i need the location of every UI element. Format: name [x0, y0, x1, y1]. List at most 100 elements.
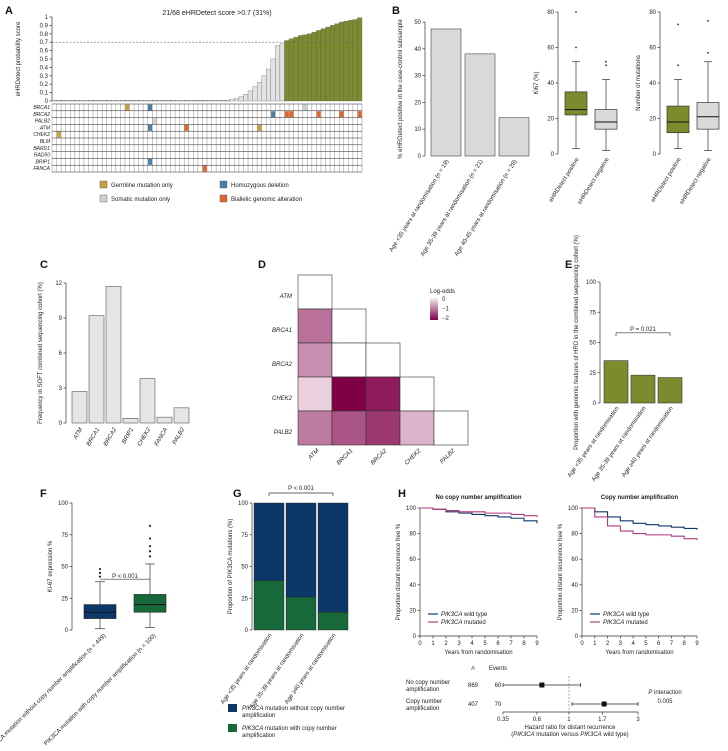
e-y-tick-label: 100	[586, 280, 597, 286]
g-legend-gene: PIK3CA	[242, 706, 263, 712]
a-y-tick-label: 0.9	[40, 23, 49, 29]
panel-letter: A	[5, 5, 13, 17]
a-alteration-cell	[152, 118, 157, 124]
panel-letter: D	[258, 259, 266, 271]
c-bar	[139, 378, 156, 424]
b-ki67-box	[564, 91, 588, 116]
d-legend-tick: −1	[442, 307, 450, 313]
c-category-label: BRCA1	[86, 427, 101, 447]
h-forest-x-tick-label: 0.35	[497, 717, 509, 723]
h-km-right-y-tick-label: 20	[571, 608, 578, 614]
a-gene-label: PALB2	[35, 119, 50, 125]
e-category-label: Age 35-39 years at randomisation	[591, 406, 648, 483]
e-ylabel: Proportion with genomic features of HRD …	[574, 235, 580, 450]
a-legend-swatch	[219, 180, 228, 189]
a-bar	[279, 43, 285, 102]
d-heatmap-cell	[399, 376, 435, 412]
h-forest-events-header: Events	[489, 666, 507, 672]
panel-letter: E	[565, 259, 572, 271]
b-ki67-y-tick-label: 20	[547, 117, 554, 123]
a-bar	[115, 100, 121, 102]
a-bar	[348, 20, 354, 102]
h-km-left-legend-text: mutated	[462, 620, 485, 626]
h-km-right-y-tick-label: 60	[571, 557, 578, 563]
d-row-label: BRCA1	[272, 328, 292, 334]
g-legend-text: amplification	[242, 713, 275, 719]
h-km-right-curve	[582, 507, 698, 530]
f-p-value: P < 0.001	[112, 574, 138, 580]
b-bar	[498, 117, 530, 157]
d-heatmap-cell	[297, 274, 333, 310]
a-bar	[357, 17, 363, 102]
a-legend-swatch	[99, 194, 108, 203]
a-gene-label: BLM	[40, 139, 51, 145]
h-km-right-y-tick-label: 100	[568, 506, 579, 512]
e-category-label: Age ≥40 years at randomisation	[621, 406, 674, 479]
c-category-label: BRCA2	[103, 426, 119, 447]
c-bar	[88, 315, 105, 424]
e-y-tick-label: 50	[589, 341, 596, 347]
f-outlier	[148, 550, 152, 553]
h-km-left-x-tick-label: 4	[470, 641, 474, 647]
panel-letters: A B C D E F G H	[5, 5, 572, 500]
h-km-left-y-tick-label: 100	[406, 506, 417, 512]
a-bar	[188, 100, 194, 102]
d-legend-title: Log-odds	[430, 289, 455, 295]
panel-d: ATM ATM BRCA1 BRCA1 BRCA2 BRCA2 CHEK2 CHEK2 PALB…	[272, 274, 469, 467]
h-interaction-label: P interaction	[648, 690, 681, 696]
d-heatmap-cell	[365, 376, 401, 412]
b-mut-box	[666, 105, 690, 134]
d-heatmap-cell	[331, 376, 367, 412]
b-ki67-y-tick-label: 0	[551, 152, 555, 158]
a-bar	[302, 34, 308, 102]
a-bar	[193, 100, 199, 102]
panel-e: Proportion with genomic features of HRD …	[567, 235, 683, 483]
a-legend-swatch	[219, 194, 228, 203]
b-mut-y-tick-label: 60	[649, 46, 656, 52]
a-legend-swatch	[99, 180, 108, 189]
a-alteration-cell	[148, 104, 152, 111]
h-km-right-x-tick-label: 9	[695, 641, 699, 647]
a-bar	[339, 21, 344, 102]
b-ki67-category-label: eHRDetect positive	[548, 156, 581, 203]
h-interaction-p: P	[648, 690, 652, 696]
panel-b: % eHRDetect positive in the case-control…	[389, 10, 720, 258]
d-col-label: CHEK2	[404, 448, 423, 467]
d-row-label: BRCA2	[272, 362, 293, 368]
a-bar	[179, 100, 185, 102]
g-legend-swatch	[228, 724, 237, 732]
h-km-left-x-tick-label: 1	[431, 641, 435, 647]
c-bar	[156, 416, 173, 424]
a-bar	[133, 100, 139, 102]
a-gene-label: BRCA1	[33, 105, 50, 111]
h-forest-x-tick-label: 3	[636, 717, 640, 723]
a-bar	[320, 28, 326, 102]
h-forest-x-tick-label: 0.6	[533, 717, 542, 723]
a-alteration-cell	[357, 111, 362, 118]
g-y-tick-label: 50	[241, 565, 248, 571]
h-km-left-x-tick-label: 6	[496, 641, 500, 647]
a-bar	[111, 100, 116, 102]
h-km-left-x-tick-label: 7	[509, 641, 513, 647]
h-km-right-x-tick-label: 1	[593, 641, 597, 647]
b-ylabel: % eHRDetect positive in the case-control…	[398, 18, 404, 158]
a-gene-label: CHEK2	[33, 132, 50, 138]
d-col-label: BRCA1	[336, 448, 354, 466]
b-category-label: Age <35 years at randomisation (n = 19)	[389, 159, 451, 253]
f-ylabel: Ki-67 expression %	[48, 540, 54, 592]
h-forest-n: 869	[468, 683, 479, 689]
h-km-left-curve	[420, 507, 538, 524]
h-km-right-ylabel: Proportion distant recurrence free %	[558, 523, 564, 620]
a-bar	[352, 19, 358, 102]
a-y-tick-label: 0.5	[40, 57, 49, 63]
a-bar	[170, 100, 176, 102]
a-alteration-cell	[56, 131, 61, 138]
b-ki67-y-tick-label: 40	[547, 81, 554, 87]
f-outlier	[98, 567, 102, 571]
c-y-tick-label: 0	[59, 421, 63, 427]
h-km-left-x-tick-label: 2	[444, 641, 448, 647]
h-forest-row-label-line: Copy number	[406, 699, 442, 705]
e-bar	[657, 377, 683, 404]
h-km-left-x-tick-label: 3	[457, 641, 461, 647]
panel-letter: F	[40, 488, 47, 500]
